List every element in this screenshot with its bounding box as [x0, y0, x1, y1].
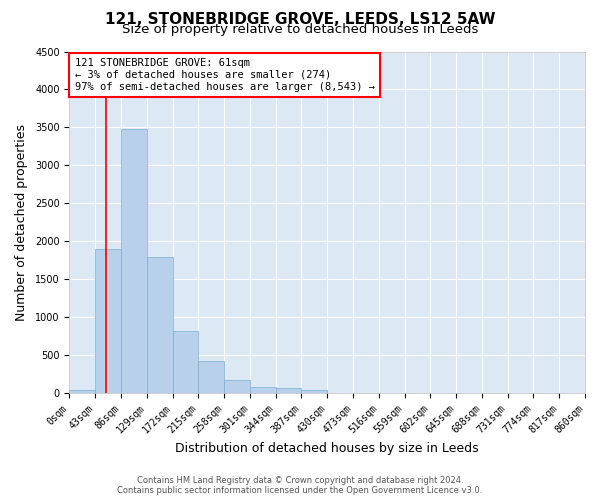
Bar — [250, 386, 275, 394]
Bar — [147, 256, 173, 394]
Bar — [173, 331, 199, 394]
Bar — [199, 360, 224, 394]
Bar — [224, 380, 250, 394]
Text: 121, STONEBRIDGE GROVE, LEEDS, LS12 5AW: 121, STONEBRIDGE GROVE, LEEDS, LS12 5AW — [105, 12, 495, 28]
Text: Contains HM Land Registry data © Crown copyright and database right 2024.
Contai: Contains HM Land Registry data © Crown c… — [118, 476, 482, 495]
Bar — [275, 388, 301, 394]
Bar — [121, 129, 147, 394]
Bar — [327, 392, 353, 394]
Bar — [301, 390, 327, 394]
X-axis label: Distribution of detached houses by size in Leeds: Distribution of detached houses by size … — [175, 442, 479, 455]
Y-axis label: Number of detached properties: Number of detached properties — [15, 124, 28, 321]
Text: Size of property relative to detached houses in Leeds: Size of property relative to detached ho… — [122, 22, 478, 36]
Text: 121 STONEBRIDGE GROVE: 61sqm
← 3% of detached houses are smaller (274)
97% of se: 121 STONEBRIDGE GROVE: 61sqm ← 3% of det… — [74, 58, 374, 92]
Bar — [70, 390, 95, 394]
Bar — [95, 249, 121, 394]
